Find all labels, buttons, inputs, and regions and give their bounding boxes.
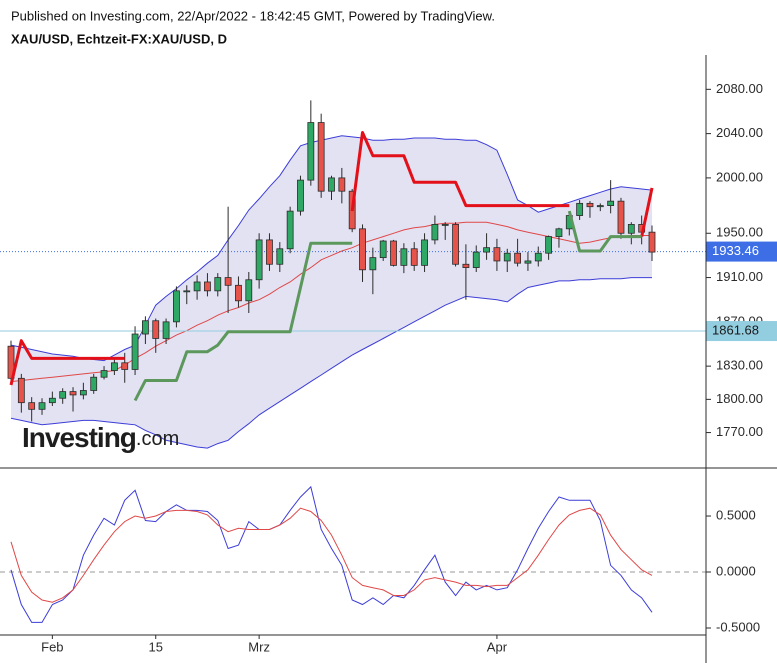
- candle-body: [400, 248, 408, 266]
- candle-body: [534, 252, 542, 262]
- y-tick-label: 1830.00: [716, 358, 763, 373]
- y-tick-label: 1800.00: [716, 391, 763, 406]
- candle-body: [483, 247, 490, 253]
- candle-body: [276, 248, 284, 265]
- candle-body: [48, 397, 56, 404]
- candle-body: [421, 239, 428, 266]
- candle-body: [235, 284, 242, 302]
- y-tick-label: 0.5000: [716, 507, 756, 522]
- candle-body: [410, 248, 418, 266]
- stop-line: [9, 131, 654, 386]
- candle-body: [379, 240, 387, 259]
- candle-body: [38, 402, 46, 410]
- y-tick-label: 1910.00: [716, 269, 763, 284]
- candle-body: [441, 224, 449, 226]
- candle-body: [514, 252, 521, 264]
- candle-body: [266, 239, 273, 265]
- candle-body: [586, 202, 594, 208]
- candle-body: [617, 200, 625, 234]
- candle-body: [69, 391, 77, 396]
- watermark: Investing.com: [22, 422, 179, 453]
- band-middle: [10, 221, 652, 383]
- candle-body: [452, 224, 459, 265]
- candle-body: [152, 320, 160, 339]
- candle-body: [627, 224, 635, 234]
- chart-title: XAU/USD, Echtzeit-FX:XAU/USD, D: [11, 31, 227, 46]
- candle-body: [545, 236, 553, 254]
- candle-body: [79, 390, 87, 396]
- candle-body: [390, 240, 397, 266]
- candle-body: [307, 122, 315, 181]
- price-label-box: [706, 241, 777, 262]
- candle-body: [596, 205, 604, 208]
- candle-body: [214, 277, 222, 292]
- candle-body: [607, 200, 615, 206]
- y-tick-label: 2080.00: [716, 81, 763, 96]
- candle-body: [193, 281, 201, 292]
- y-tick-label: 0.0000: [716, 563, 756, 578]
- candle-body: [328, 177, 335, 192]
- candle-body: [493, 247, 501, 262]
- candle-body: [503, 252, 511, 262]
- candle-body: [7, 345, 15, 379]
- price-label: 1933.46: [712, 243, 759, 258]
- stop-line: [133, 210, 642, 402]
- candle-body: [297, 179, 304, 212]
- candle-body: [59, 391, 67, 399]
- price-label-box: [706, 321, 777, 342]
- candle-body: [255, 239, 263, 281]
- candle-body: [576, 202, 584, 216]
- candle-body: [110, 362, 118, 371]
- band-upper: [10, 135, 653, 362]
- x-tick-label: Feb: [41, 639, 63, 654]
- candle-body: [204, 281, 211, 292]
- candle-body: [524, 260, 532, 264]
- candle-body: [431, 224, 439, 241]
- candle-body: [462, 263, 470, 268]
- oscillator-line: [10, 485, 653, 623]
- published-note: Published on Investing.com, 22/Apr/2022 …: [11, 8, 495, 23]
- candle-body: [17, 377, 25, 404]
- watermark-brand: Investing: [22, 422, 136, 453]
- candle-body: [472, 251, 480, 268]
- candle-body: [28, 402, 36, 410]
- candle-body: [286, 210, 294, 250]
- x-tick-label: Apr: [487, 639, 508, 654]
- candle-body: [224, 277, 232, 286]
- y-tick-label: 2000.00: [716, 169, 763, 184]
- oscillator-line: [10, 507, 653, 603]
- candle-body: [245, 279, 253, 302]
- band-fill: [11, 135, 652, 449]
- candle-body: [142, 320, 149, 335]
- candle-body: [90, 376, 98, 391]
- candle-body: [183, 290, 191, 293]
- y-tick-label: 2040.00: [716, 125, 763, 140]
- watermark-suffix: .com: [136, 428, 179, 450]
- price-label: 1861.68: [712, 322, 759, 337]
- candle-body: [555, 228, 563, 237]
- y-tick-label: -0.5000: [716, 619, 760, 634]
- candle-body: [162, 321, 170, 339]
- candle-body: [648, 231, 656, 253]
- candle-body: [100, 370, 108, 378]
- candle-body: [338, 177, 346, 192]
- candle-body: [121, 362, 129, 370]
- plot-layer: 1770.001800.001830.001870.001910.001950.…: [0, 81, 777, 654]
- candle-body: [131, 333, 139, 370]
- y-tick-label: 1770.00: [716, 424, 763, 439]
- candle-body: [317, 122, 325, 192]
- x-tick-label: Mrz: [248, 639, 270, 654]
- candle-body: [173, 290, 180, 323]
- x-tick-label: 15: [149, 639, 163, 654]
- y-tick-label: 1950.00: [716, 225, 763, 240]
- candle-body: [369, 257, 377, 271]
- band-lower: [10, 277, 652, 449]
- candle-body: [359, 228, 366, 271]
